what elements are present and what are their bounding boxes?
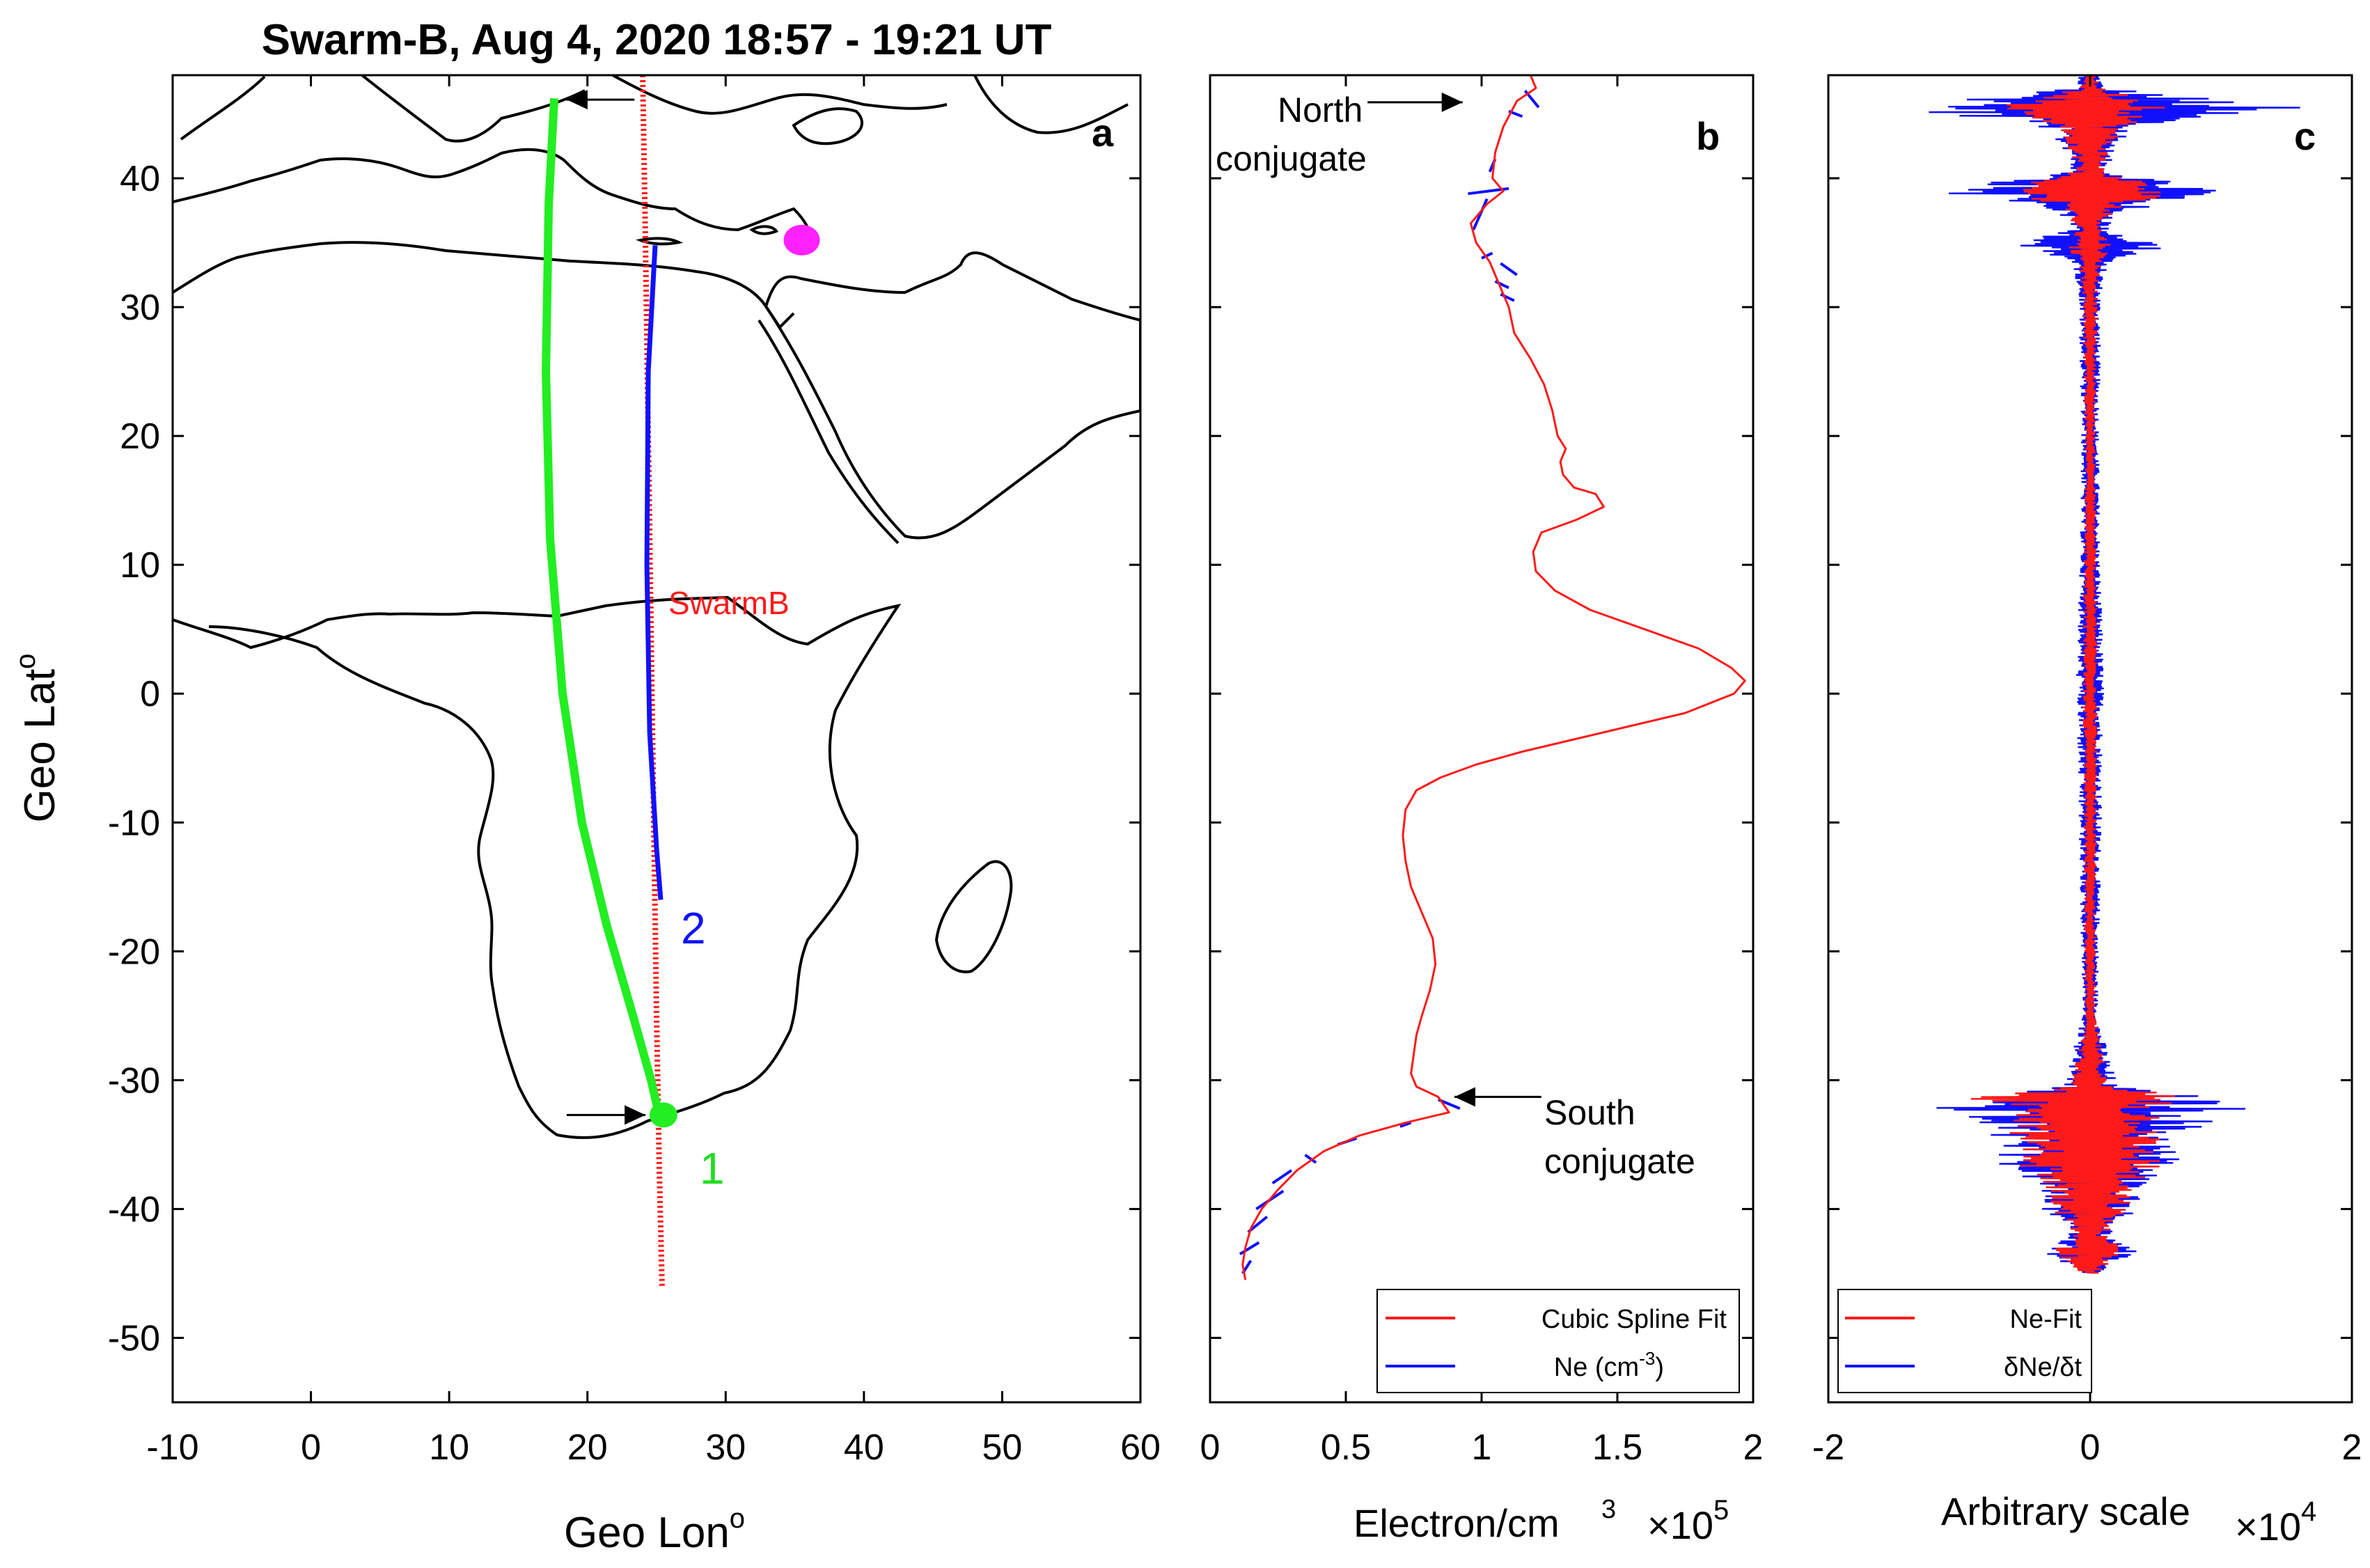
- panel-a-ylabel: Geo Lato: [10, 654, 64, 823]
- panel-c: -2 0 2 c Ne-Fit δNe/δt Arbitrary scale ×10…: [1812, 74, 2362, 1549]
- y-tick-label: 30: [120, 288, 160, 328]
- panel-b-legend: Cubic Spline Fit Ne (cm-3): [1376, 1289, 1740, 1393]
- south-annotation-line2: conjugate: [1544, 1142, 1695, 1181]
- x-tick-label: 0.5: [1321, 1427, 1371, 1468]
- panel-c-multiplier: ×104: [2235, 1496, 2316, 1549]
- panel-a-label-2: 2: [681, 903, 706, 953]
- y-tick-label: 20: [120, 416, 160, 457]
- north-annotation-line1: North: [1278, 91, 1363, 130]
- panel-a-ticks: -10 0 10 20 30 40 50 60 -50 -40 -30 -20 -10 0 10 20 30 40: [108, 75, 1161, 1468]
- figure-title: Swarm-B, Aug 4, 2020 18:57 - 19:21 UT: [262, 16, 1052, 64]
- panel-b-axes-box: [1209, 74, 1755, 1404]
- legend-label-dnedt: δNe/δt: [2004, 1353, 2082, 1382]
- series-magnetic-field-line-2: [644, 245, 664, 900]
- madagascar: [934, 860, 1013, 973]
- legend-label-fit: Cubic Spline Fit: [1541, 1305, 1727, 1334]
- y-tick-label: -30: [108, 1060, 160, 1101]
- ne-segment: [1239, 1241, 1260, 1255]
- x-tick-label: 30: [705, 1427, 746, 1468]
- cubic-spline-fit-line: [1241, 75, 1746, 1280]
- y-tick-label: -40: [108, 1189, 160, 1230]
- cyprus: [749, 225, 779, 235]
- y-tick-label: -50: [108, 1318, 160, 1358]
- x-tick-label: 2: [1743, 1427, 1764, 1468]
- panel-a-track-label: SwarmB: [668, 585, 790, 621]
- green-dot: [649, 1102, 677, 1128]
- panel-b: 0 0.5 1 1.5 2 b North conjugate South conjug…: [1200, 74, 1764, 1547]
- panel-b-multiplier: ×105: [1647, 1495, 1729, 1547]
- panel-a-axes-box: [171, 74, 1142, 1404]
- x-tick-label: 60: [1120, 1427, 1161, 1468]
- black-sea: [792, 107, 864, 146]
- y-tick-label: 10: [120, 545, 160, 586]
- x-tick-label: 10: [429, 1427, 469, 1468]
- x-tick-label: 0: [2080, 1427, 2101, 1468]
- panel-c-legend: Ne-Fit δNe/δt: [1837, 1289, 2092, 1393]
- legend-box: [1376, 1289, 1740, 1393]
- legend-label-nefit: Ne-Fit: [2010, 1305, 2082, 1334]
- panel-b-label: b: [1696, 114, 1720, 158]
- ne-segment: [1304, 1154, 1317, 1164]
- panel-b-ticks: 0 0.5 1 1.5 2: [1200, 75, 1764, 1468]
- ne-segment: [1271, 1169, 1293, 1185]
- panel-b-plot: [1239, 75, 1746, 1280]
- ne-segment: [1481, 251, 1493, 260]
- coastline-africa: [173, 595, 902, 1139]
- panel-a-label: a: [1092, 111, 1114, 155]
- series-magnetic-field-line-1: [542, 97, 664, 1118]
- coastline-north-africa: [173, 241, 767, 308]
- x-tick-label: 20: [567, 1427, 608, 1468]
- map-coastlines: [173, 75, 1140, 1139]
- sinai: [764, 305, 795, 330]
- legend-label-ne: Ne (cm-3): [1554, 1348, 1664, 1382]
- ne-segment: [1472, 198, 1489, 230]
- panel-c-ticks: -2 0 2: [1812, 75, 2362, 1468]
- north-annotation-line2: conjugate: [1216, 139, 1367, 178]
- panel-b-xlabel: Electron/cm: [1353, 1501, 1560, 1545]
- panel-b-xlabel-sup: 3: [1601, 1495, 1616, 1524]
- x-tick-label: 50: [982, 1427, 1023, 1468]
- x-tick-label: -2: [1812, 1427, 1844, 1468]
- x-tick-label: 40: [844, 1427, 884, 1468]
- ne-segment: [1500, 262, 1518, 276]
- ne-segment: [1399, 1121, 1412, 1128]
- panel-c-xlabel: Arbitrary scale: [1941, 1489, 2190, 1533]
- legend-box: [1837, 1289, 2092, 1393]
- coastline-north: [180, 75, 1129, 143]
- x-tick-label: -10: [146, 1427, 198, 1468]
- x-tick-label: 0: [301, 1427, 321, 1468]
- south-arrow-head: [625, 1105, 646, 1125]
- north-arrow-head: [1441, 92, 1463, 112]
- coastline-europe: [173, 148, 812, 251]
- panel-c-label: c: [2294, 114, 2316, 158]
- panel-c-plot: [1929, 75, 2300, 1274]
- panel-a: -10 0 10 20 30 40 50 60 -50 -40 -30 -20 -10 0 10 20 30 40…: [10, 74, 1161, 1557]
- crete: [636, 237, 684, 246]
- south-annotation-line1: South: [1544, 1093, 1635, 1132]
- panel-a-xlabel: Geo Lono: [564, 1503, 745, 1557]
- y-tick-label: -20: [108, 932, 160, 972]
- red-sea: [758, 319, 900, 544]
- south-arrow-head: [1454, 1087, 1475, 1107]
- ne-fit-line: [1970, 75, 2176, 1274]
- coastline-arabia: [764, 251, 1140, 540]
- panel-a-label-1: 1: [700, 1143, 725, 1193]
- north-arrow-head: [566, 90, 588, 110]
- panel-a-plot: [542, 75, 820, 1287]
- x-tick-label: 2: [2342, 1427, 2362, 1468]
- y-tick-label: 0: [140, 674, 160, 714]
- magenta-dot: [783, 224, 820, 256]
- y-tick-label: -10: [108, 803, 160, 843]
- y-tick-label: 40: [120, 159, 160, 199]
- x-tick-label: 1.5: [1592, 1427, 1642, 1468]
- x-tick-label: 0: [1200, 1427, 1221, 1468]
- x-tick-label: 1: [1472, 1427, 1492, 1468]
